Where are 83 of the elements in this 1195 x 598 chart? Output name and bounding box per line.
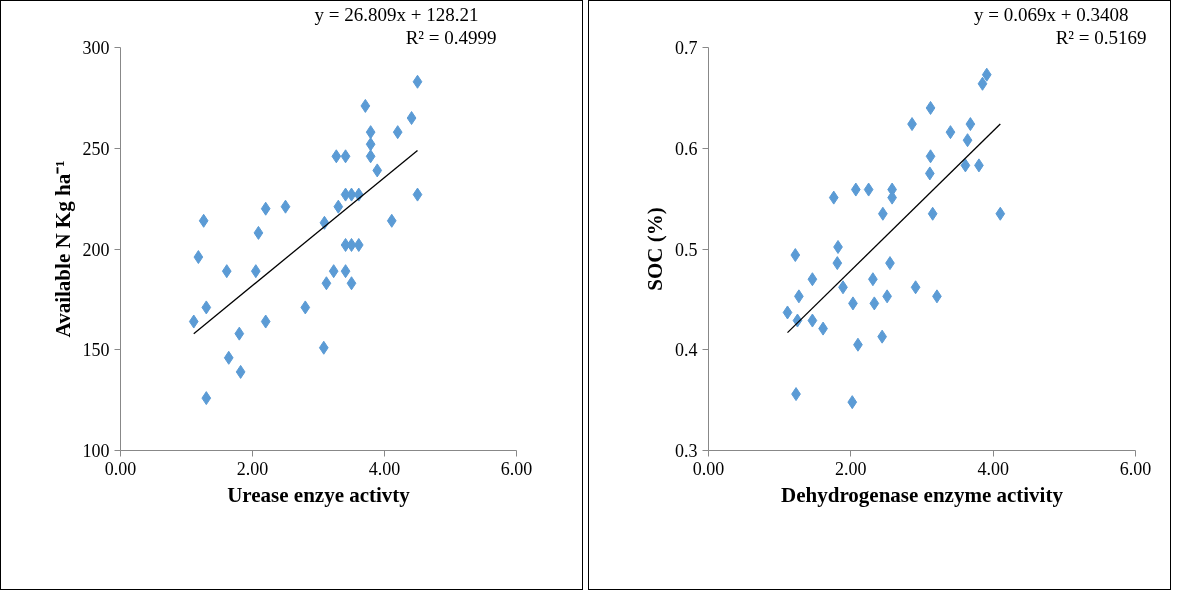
point — [412, 74, 423, 89]
point — [869, 296, 880, 311]
point — [981, 67, 992, 82]
point — [386, 213, 397, 228]
point — [223, 350, 234, 365]
x-tick-label: 2.00 — [835, 458, 867, 479]
point — [300, 300, 311, 315]
point — [807, 272, 818, 287]
point — [221, 264, 232, 279]
point — [328, 264, 339, 279]
y-tick-label: 0.5 — [675, 239, 698, 260]
point — [360, 98, 371, 113]
point — [995, 206, 1006, 221]
point — [847, 395, 858, 410]
point — [960, 158, 971, 173]
point — [260, 314, 271, 329]
point — [977, 76, 988, 91]
y-tick-label: 150 — [82, 340, 110, 361]
point — [340, 149, 351, 164]
point — [850, 182, 861, 197]
point — [331, 149, 342, 164]
point — [260, 201, 271, 216]
x-tick-label: 6.00 — [500, 458, 533, 479]
point — [365, 149, 376, 164]
point — [346, 276, 357, 291]
point — [318, 340, 329, 355]
point — [372, 163, 383, 178]
point — [201, 300, 212, 315]
point — [962, 133, 973, 148]
point — [910, 280, 921, 295]
point — [280, 199, 291, 214]
point — [250, 264, 261, 279]
point — [201, 391, 212, 406]
point — [925, 149, 936, 164]
point — [333, 199, 344, 214]
point — [965, 117, 976, 132]
point — [832, 256, 843, 271]
point — [346, 237, 357, 252]
point — [193, 250, 204, 265]
point — [321, 276, 332, 291]
x-tick-label: 4.00 — [977, 458, 1009, 479]
point — [406, 111, 417, 126]
point — [365, 125, 376, 140]
point — [863, 182, 874, 197]
point — [340, 264, 351, 279]
point — [782, 305, 793, 320]
point — [828, 190, 839, 205]
point — [253, 225, 264, 240]
point — [392, 125, 403, 140]
y-tick-label: 0.3 — [675, 441, 698, 461]
point — [365, 137, 376, 152]
y-tick-label: 0.7 — [675, 38, 698, 58]
point — [234, 326, 245, 341]
point — [945, 125, 956, 140]
text: R² = 0.4999 — [405, 26, 497, 48]
x-tick-label: 4.00 — [368, 458, 401, 479]
y-tick-label: 300 — [82, 38, 110, 58]
x-tick-label: 0.00 — [692, 458, 725, 479]
y-axis-title: Available N Kg ha⁻¹ — [50, 160, 75, 338]
x-tick-label: 0.00 — [104, 458, 137, 479]
text: y = 26.809x + 128.21 — [314, 3, 479, 25]
point — [188, 314, 199, 329]
x-axis-title: Urease enzye activty — [227, 482, 411, 507]
x-tick-label: 6.00 — [1119, 458, 1152, 479]
point — [790, 248, 801, 263]
point — [927, 206, 938, 221]
x-tick-label: 2.00 — [236, 458, 269, 479]
text: y = 0.069x + 0.3408 — [974, 3, 1129, 25]
point — [412, 187, 423, 202]
y-tick-label: 250 — [82, 138, 110, 159]
point — [198, 213, 209, 228]
text: R² = 0.5169 — [1055, 26, 1147, 48]
point — [353, 237, 364, 252]
y-tick-label: 0.4 — [675, 340, 698, 361]
point — [925, 100, 936, 115]
y-tick-label: 0.6 — [675, 138, 698, 159]
point — [346, 187, 357, 202]
y-tick-label: 200 — [82, 239, 110, 260]
x-axis-title: Dehydrogenase enzyme activity — [781, 482, 1064, 507]
point — [807, 313, 818, 328]
point — [235, 364, 246, 379]
y-axis-title: SOC (%) — [643, 207, 667, 291]
y-tick-label: 100 — [82, 441, 110, 461]
